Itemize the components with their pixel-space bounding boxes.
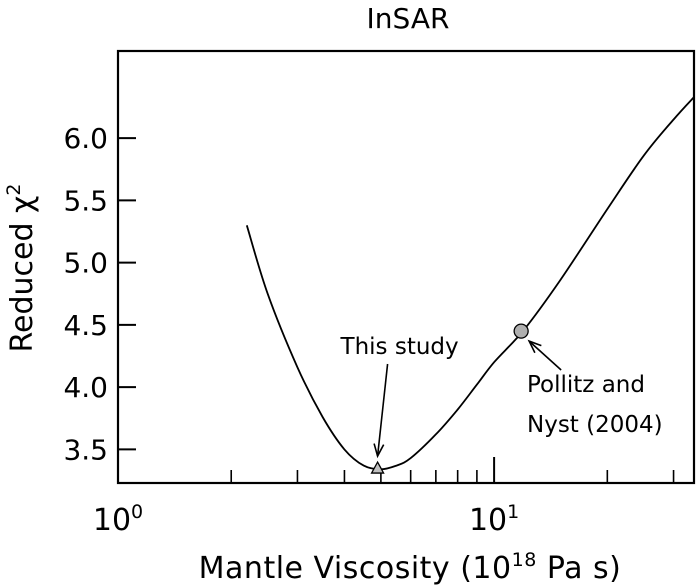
markers xyxy=(370,323,529,474)
marker-this-study xyxy=(370,460,385,474)
annotation-arrow-this-study-head xyxy=(373,443,385,459)
y-tick-label: 4.5 xyxy=(63,309,108,342)
annotations: This study Pollitz and Nyst (2004) xyxy=(340,334,663,459)
y-tick-label: 5.0 xyxy=(63,247,108,280)
x-tick-label: 101 xyxy=(469,501,519,538)
x-axis-label-sup: 18 xyxy=(512,549,537,571)
x-tick-label-exp: 1 xyxy=(507,501,519,523)
y-axis-label-pre: Reduced χ xyxy=(5,196,40,353)
marker-pollitz-nyst xyxy=(513,323,529,339)
x-tick-label: 100 xyxy=(93,501,143,538)
annotation-arrow-this-study xyxy=(376,363,389,457)
annotation-pollitz-nyst-line: Pollitz and xyxy=(527,372,645,398)
x-tick-label-base: 10 xyxy=(93,503,131,538)
x-tick-label-base: 10 xyxy=(469,503,507,538)
series-line xyxy=(245,96,695,471)
y-axis-label: Reduced χ2 xyxy=(3,184,40,353)
x-axis-label-pre: Mantle Viscosity (10 xyxy=(199,551,512,586)
axis-ticks xyxy=(117,137,675,483)
y-axis-label-sup: 2 xyxy=(3,184,25,196)
y-tick-label: 4.0 xyxy=(63,371,108,404)
x-axis-label-post: Pa s) xyxy=(537,551,622,586)
y-tick-label: 5.5 xyxy=(63,184,108,217)
plot-frame xyxy=(116,49,696,485)
y-tick-label: 3.5 xyxy=(63,433,108,466)
annotation-this-study: This study xyxy=(340,334,459,360)
x-axis-label: Mantle Viscosity (1018 Pa s) xyxy=(199,549,622,586)
x-tick-label-exp: 0 xyxy=(131,501,143,523)
y-tick-label: 6.0 xyxy=(63,122,108,155)
annotation-arrow-pollitz-nyst xyxy=(528,340,562,371)
annotation-arrow-pollitz-nyst-head xyxy=(527,339,542,354)
annotation-pollitz-nyst-line: Nyst (2004) xyxy=(527,412,663,438)
chart-title: InSAR xyxy=(367,2,450,35)
